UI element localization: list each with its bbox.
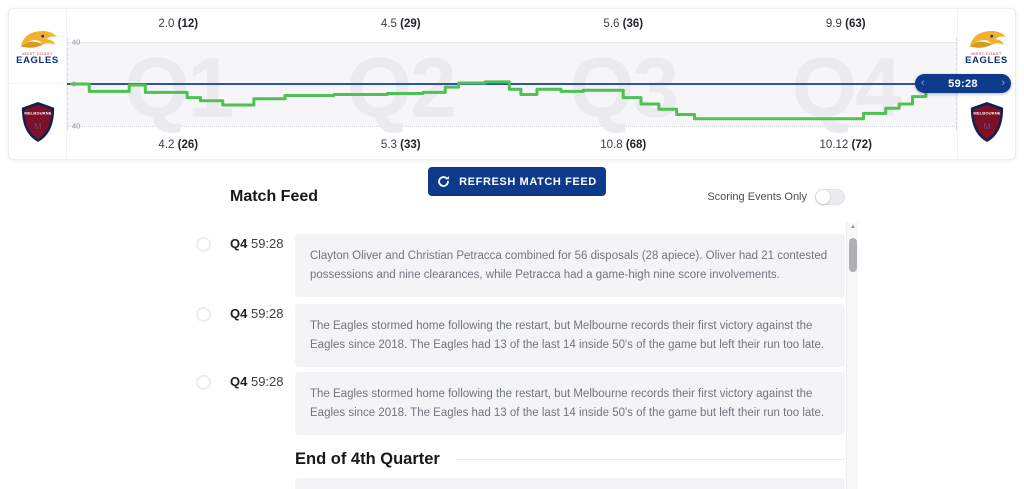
feed-item-radio[interactable] <box>196 237 211 252</box>
score-worm-card: WEST COAST EAGLES MELBOURNE M 2.0 (12) <box>8 8 1016 160</box>
q2-watermark: Q2 <box>346 40 457 135</box>
toggle-knob <box>816 190 830 204</box>
eagles-city-label: WEST COAST <box>22 50 53 56</box>
scoring-events-control: Scoring Events Only <box>707 189 845 205</box>
refresh-icon <box>438 175 450 187</box>
eagles-name-label: EAGLES <box>16 54 59 66</box>
home-q3-score: 5.6 (36) <box>603 17 644 30</box>
end-of-quarter-divider <box>455 459 845 460</box>
away-q3-score: 10.8 (68) <box>600 138 647 151</box>
home-away-logos-left: WEST COAST EAGLES MELBOURNE M <box>9 9 67 159</box>
melbourne-logo-cell: MELBOURNE M <box>9 84 66 159</box>
match-feed-title: Match Feed <box>230 188 319 205</box>
refresh-button-label: REFRESH MATCH FEED <box>459 175 597 188</box>
melbourne-demons-logo-right: MELBOURNE M <box>968 101 1006 143</box>
slider-prev-icon[interactable]: ‹ <box>921 77 925 89</box>
scoring-events-toggle[interactable] <box>815 189 845 205</box>
svg-text:M: M <box>983 121 991 132</box>
home-q1-score: 2.0 (12) <box>158 17 199 30</box>
y-axis-label-bottom: 40 <box>72 121 81 131</box>
feed-item-text: Clayton Oliver and Christian Petracca co… <box>295 234 845 297</box>
svg-text:MELBOURNE: MELBOURNE <box>973 110 1000 115</box>
feed-item-radio[interactable] <box>196 375 211 390</box>
melbourne-logo-cell-right: MELBOURNE M <box>958 84 1015 159</box>
scoring-events-label: Scoring Events Only <box>707 191 807 203</box>
melbourne-demons-logo: MELBOURNE M <box>19 101 57 143</box>
match-feed-section: Match Feed Scoring Events Only Q4 59:28 … <box>196 185 858 489</box>
away-q1-score: 4.2 (26) <box>158 138 199 151</box>
worm-line <box>69 80 950 121</box>
gridline-minus40 <box>67 126 957 127</box>
feed-item: Q4 59:28 The Eagles stormed home followi… <box>196 304 845 367</box>
west-coast-eagles-logo: WEST COAST EAGLES <box>16 27 59 66</box>
away-q2-score: 5.3 (33) <box>380 138 421 151</box>
worm-plot-area: Q1 Q2 Q3 Q4 40 0 40 ‹ 59:28 › <box>67 37 1011 134</box>
feed-item-radio[interactable] <box>196 307 211 322</box>
zero-margin-line <box>67 83 957 85</box>
away-q4-score: 10.12 (72) <box>819 138 872 151</box>
worm-chart: 2.0 (12) 4.5 (29) 5.6 (36) 9.9 (63) Q1 Q… <box>67 9 1011 159</box>
q3-watermark: Q3 <box>569 40 679 135</box>
eagles-name-label: EAGLES <box>965 54 1008 66</box>
scrollbar-up-arrow-icon[interactable]: ▲ <box>850 224 856 230</box>
q1-watermark: Q1 <box>124 40 234 135</box>
feed-item-timestamp: Q4 59:28 <box>230 306 284 321</box>
end-of-quarter-heading: End of 4th Quarter <box>295 450 440 468</box>
eagle-head-icon <box>21 30 58 48</box>
top-quarter-scores: 2.0 (12) 4.5 (29) 5.6 (36) 9.9 (63) <box>67 9 957 38</box>
match-clock: 59:28 <box>948 77 978 90</box>
y-axis-label-top: 40 <box>72 37 81 47</box>
feed-item-timestamp: Q4 59:28 <box>230 374 284 389</box>
feed-item: Q4 59:28 Clayton Oliver and Christian Pe… <box>196 234 845 297</box>
bottom-quarter-scores: 4.2 (26) 5.3 (33) 10.8 (68) 10.12 (72) <box>67 130 957 159</box>
scrollbar-thumb[interactable] <box>849 238 857 272</box>
feed-item-text: The Eagles stormed home following the re… <box>295 372 845 435</box>
worm-svg <box>69 80 950 121</box>
feed-item-timestamp: Q4 59:28 <box>230 236 284 251</box>
time-slider-handle[interactable]: ‹ 59:28 › <box>915 74 1011 93</box>
refresh-match-feed-button[interactable]: REFRESH MATCH FEED <box>428 167 606 196</box>
feed-scrollbar[interactable]: ▲ <box>846 222 858 489</box>
gridline-plus40 <box>67 42 957 43</box>
y-axis-label-zero: 0 <box>72 79 77 89</box>
home-q4-score: 9.9 (63) <box>825 17 866 30</box>
eagles-logo-cell: WEST COAST EAGLES <box>9 9 66 84</box>
svg-text:M: M <box>34 121 42 132</box>
slider-next-icon[interactable]: › <box>1001 77 1005 89</box>
home-q2-score: 4.5 (29) <box>380 17 421 30</box>
eagle-head-icon <box>970 30 1007 48</box>
end-of-quarter-row: End of 4th Quarter <box>295 450 845 469</box>
eagles-city-label: WEST COAST <box>971 50 1002 56</box>
melbourne-shield-icon: MELBOURNE M <box>970 101 1003 142</box>
west-coast-eagles-logo-right: WEST COAST EAGLES <box>965 27 1008 66</box>
eagles-logo-cell-right: WEST COAST EAGLES <box>958 9 1015 84</box>
match-feed-header: Match Feed Scoring Events Only <box>196 188 845 206</box>
feed-item-text: The Eagles stormed home following the re… <box>295 304 845 367</box>
feed-item: Q4 59:28 The Eagles stormed home followi… <box>196 372 845 435</box>
next-feed-item-partial <box>295 478 845 489</box>
svg-text:MELBOURNE: MELBOURNE <box>24 110 51 115</box>
melbourne-shield-icon: MELBOURNE M <box>21 101 54 142</box>
